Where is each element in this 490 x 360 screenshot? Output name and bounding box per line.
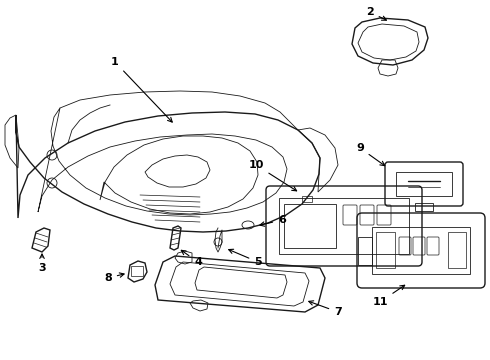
Text: 1: 1 [111, 57, 172, 122]
Text: 4: 4 [181, 250, 202, 267]
Bar [358, 237, 372, 265]
Text: 5: 5 [229, 249, 262, 267]
Text: 2: 2 [366, 7, 387, 20]
Bar [131, 266, 143, 276]
Text: 9: 9 [356, 143, 385, 166]
Bar [302, 196, 312, 202]
Bar [372, 227, 470, 274]
Bar [415, 203, 433, 211]
Bar [279, 198, 409, 254]
Bar [396, 172, 452, 196]
Bar [284, 204, 336, 248]
Text: 10: 10 [248, 160, 296, 191]
Text: 6: 6 [260, 215, 286, 226]
Text: 11: 11 [372, 285, 405, 307]
Text: 3: 3 [38, 254, 46, 273]
Text: 8: 8 [104, 273, 124, 283]
Text: 7: 7 [309, 301, 342, 317]
